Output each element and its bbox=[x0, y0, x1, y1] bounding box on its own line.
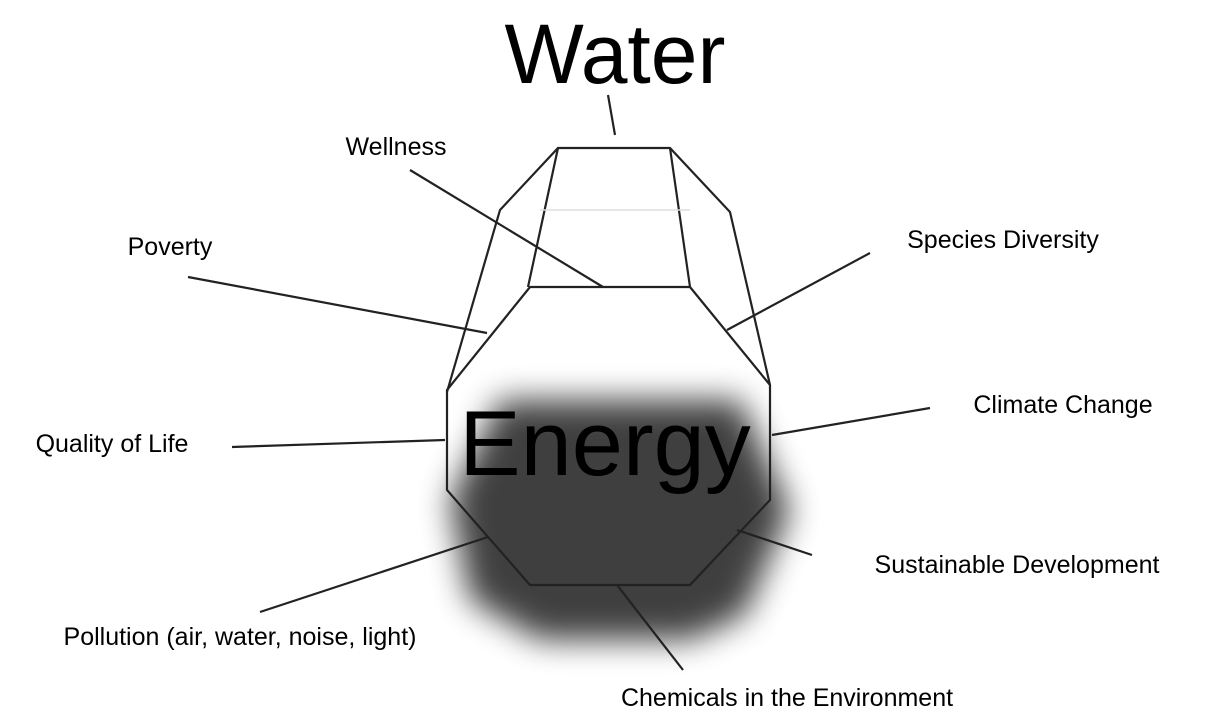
center-label: Energy bbox=[459, 393, 751, 495]
leader-line bbox=[260, 537, 488, 612]
leader-line bbox=[410, 170, 603, 287]
back-outline bbox=[447, 148, 770, 392]
leader-line bbox=[608, 95, 615, 135]
leader-line bbox=[188, 277, 487, 333]
label: Species Diversity bbox=[907, 226, 1099, 254]
leader-line bbox=[772, 408, 930, 435]
title: Water bbox=[505, 7, 726, 101]
edge bbox=[670, 148, 690, 287]
label: Quality of Life bbox=[36, 430, 189, 458]
label: Sustainable Development bbox=[875, 551, 1160, 579]
diagram: Water Energy Wellness Poverty Species Di… bbox=[0, 0, 1205, 718]
label: Wellness bbox=[346, 133, 447, 161]
edge bbox=[528, 148, 558, 287]
leader-line bbox=[232, 440, 445, 447]
label: Climate Change bbox=[973, 391, 1152, 419]
label: Poverty bbox=[128, 233, 213, 261]
label: Chemicals in the Environment bbox=[621, 684, 953, 712]
label: Pollution (air, water, noise, light) bbox=[64, 623, 417, 651]
